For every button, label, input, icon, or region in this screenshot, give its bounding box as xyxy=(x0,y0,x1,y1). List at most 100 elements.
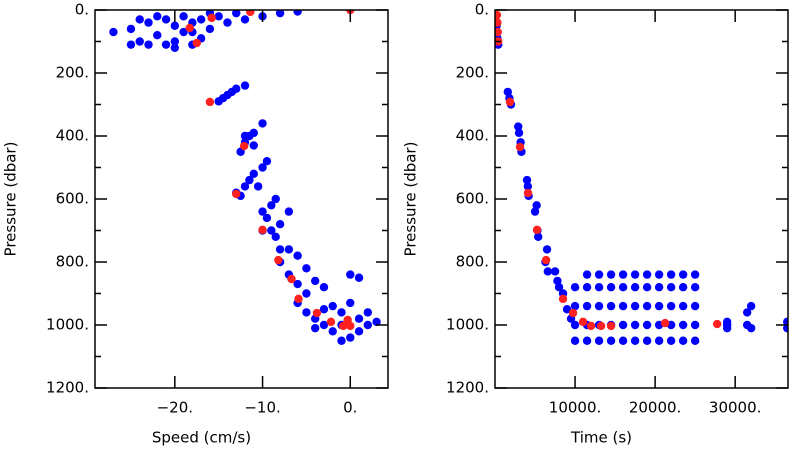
data-point xyxy=(666,270,676,279)
data-point xyxy=(514,128,524,138)
data-point xyxy=(275,220,285,229)
data-point xyxy=(126,40,136,49)
y-tick-label: 0. xyxy=(75,1,89,19)
data-point xyxy=(337,308,346,317)
data-point xyxy=(218,94,228,103)
data-point xyxy=(618,336,628,345)
x-tick-label: 30000. xyxy=(709,399,762,417)
data-point xyxy=(746,301,756,311)
data-point xyxy=(214,12,223,21)
data-point xyxy=(742,308,752,317)
data-point xyxy=(690,301,700,311)
data-point xyxy=(594,283,604,292)
data-point xyxy=(372,317,381,327)
data-point xyxy=(239,141,249,151)
data-point xyxy=(207,13,216,23)
data-point xyxy=(223,18,232,27)
data-point xyxy=(582,270,592,279)
data-point xyxy=(185,23,194,33)
data-point xyxy=(328,301,337,311)
data-point xyxy=(582,336,592,345)
x-axis-label: Speed (cm/s) xyxy=(152,429,251,447)
data-point xyxy=(532,225,542,235)
data-point xyxy=(310,276,320,286)
data-point xyxy=(746,323,756,333)
data-point xyxy=(654,336,664,345)
data-point xyxy=(642,336,652,345)
data-point xyxy=(505,97,515,107)
panel: 0. 200. 400. 600. 800. 1000. 1200. 10000. 20000.… xyxy=(402,1,789,447)
data-point xyxy=(346,333,355,342)
data-point xyxy=(606,301,616,311)
data-point xyxy=(630,336,640,345)
data-point xyxy=(582,301,592,311)
data-point xyxy=(144,40,153,49)
x-axis-label: Time (s) xyxy=(570,429,632,447)
data-point xyxy=(530,207,540,216)
data-point xyxy=(553,276,562,286)
data-point xyxy=(170,37,180,46)
data-point xyxy=(522,175,532,185)
data-point xyxy=(258,207,267,216)
y-tick-label: 800. xyxy=(56,253,89,271)
data-point xyxy=(319,305,329,314)
data-point xyxy=(618,320,628,330)
x-tick-label: −20. xyxy=(157,399,193,417)
data-point xyxy=(271,194,280,204)
data-point xyxy=(678,301,688,311)
data-point xyxy=(126,24,136,34)
data-point xyxy=(722,323,732,333)
data-point xyxy=(302,308,311,317)
data-point xyxy=(514,122,523,131)
data-point xyxy=(135,15,144,24)
y-tick-label: 600. xyxy=(56,190,89,208)
data-point xyxy=(666,283,676,292)
data-point xyxy=(267,201,276,210)
data-point xyxy=(523,182,533,191)
data-point xyxy=(346,270,355,279)
data-point xyxy=(274,255,283,265)
data-point xyxy=(503,87,513,97)
data-point xyxy=(654,301,664,311)
y-axis-label: Pressure (dbar) xyxy=(402,142,420,257)
data-point xyxy=(594,336,604,345)
data-point xyxy=(258,163,267,172)
data-point xyxy=(258,225,267,235)
data-point xyxy=(678,320,688,330)
y-tick-label: 200. xyxy=(56,64,89,82)
data-point xyxy=(354,327,364,336)
data-point xyxy=(363,320,373,330)
y-tick-label: 1200. xyxy=(46,379,89,397)
data-point xyxy=(240,81,250,90)
data-point xyxy=(606,336,616,345)
data-point xyxy=(570,336,580,345)
data-point xyxy=(568,308,578,318)
data-point xyxy=(275,245,285,254)
data-point xyxy=(570,283,580,292)
data-point xyxy=(654,270,664,279)
x-tick-label: 0. xyxy=(343,399,357,417)
data-point xyxy=(240,182,250,191)
data-point xyxy=(642,270,652,279)
data-point xyxy=(258,119,267,128)
data-point xyxy=(153,12,162,21)
data-point xyxy=(783,323,788,333)
data-point xyxy=(606,270,616,279)
data-point xyxy=(337,336,346,345)
data-point xyxy=(249,141,258,150)
y-tick-label: 800. xyxy=(456,253,489,271)
y-tick-label: 1000. xyxy=(46,316,89,334)
x-tick-label: 10000. xyxy=(549,399,602,417)
data-point xyxy=(302,264,311,273)
data-point xyxy=(319,283,329,292)
data-point xyxy=(161,40,171,49)
data-point xyxy=(515,142,525,152)
data-point xyxy=(570,320,580,330)
data-point xyxy=(343,315,352,325)
data-point xyxy=(284,245,294,254)
data-point xyxy=(495,10,502,20)
y-tick-label: 0. xyxy=(475,1,489,19)
data-point xyxy=(654,283,664,292)
data-point xyxy=(550,267,560,276)
